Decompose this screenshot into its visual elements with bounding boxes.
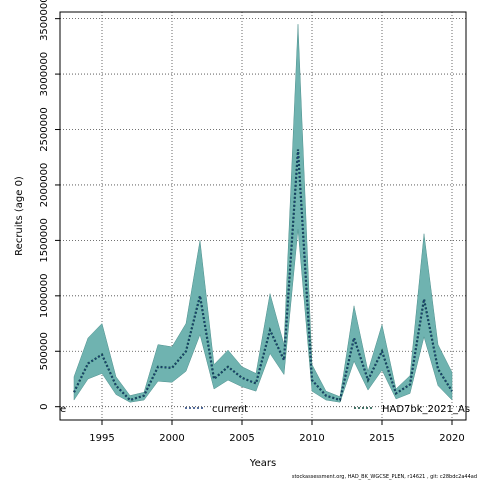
x-tick-label: 2015: [369, 433, 394, 444]
confidence-band: [73, 24, 453, 403]
legend-label-current: current: [212, 404, 248, 415]
y-axis-title: Recruits (age 0): [14, 176, 25, 256]
y-tick-label: 500000: [39, 332, 50, 370]
series-line-current: [73, 149, 453, 401]
x-axis-title: Years: [249, 458, 276, 469]
legend-stub: e: [60, 404, 66, 415]
x-axis-ticks: 1995 2000 2005 2010 2015 2020: [89, 420, 465, 444]
x-tick-label: 2010: [299, 433, 324, 444]
y-tick-label: 1000000: [39, 274, 50, 319]
y-tick-label: 0: [39, 404, 50, 410]
y-tick-label: 2500000: [39, 107, 50, 152]
plot-frame: [59, 11, 467, 421]
x-tick-label: 2020: [439, 433, 464, 444]
legend: e current HAD7bk_2021_As: [60, 404, 470, 415]
y-tick-label: 2000000: [39, 163, 50, 208]
y-tick-label: 3500000: [39, 0, 50, 41]
x-tick-label: 2000: [159, 433, 184, 444]
y-axis-ticks: 0 500000 1000000 1500000 2000000 2500000 30000…: [39, 0, 60, 410]
legend-label-run: HAD7bk_2021_As: [382, 404, 470, 415]
y-tick-label: 3000000: [39, 52, 50, 97]
x-tick-label: 1995: [89, 433, 114, 444]
y-tick-label: 1500000: [39, 218, 50, 263]
footer-note: stockassessment.org, HAD_BK_WGCSE_PLEN, …: [292, 474, 477, 480]
x-tick-label: 2005: [229, 433, 254, 444]
